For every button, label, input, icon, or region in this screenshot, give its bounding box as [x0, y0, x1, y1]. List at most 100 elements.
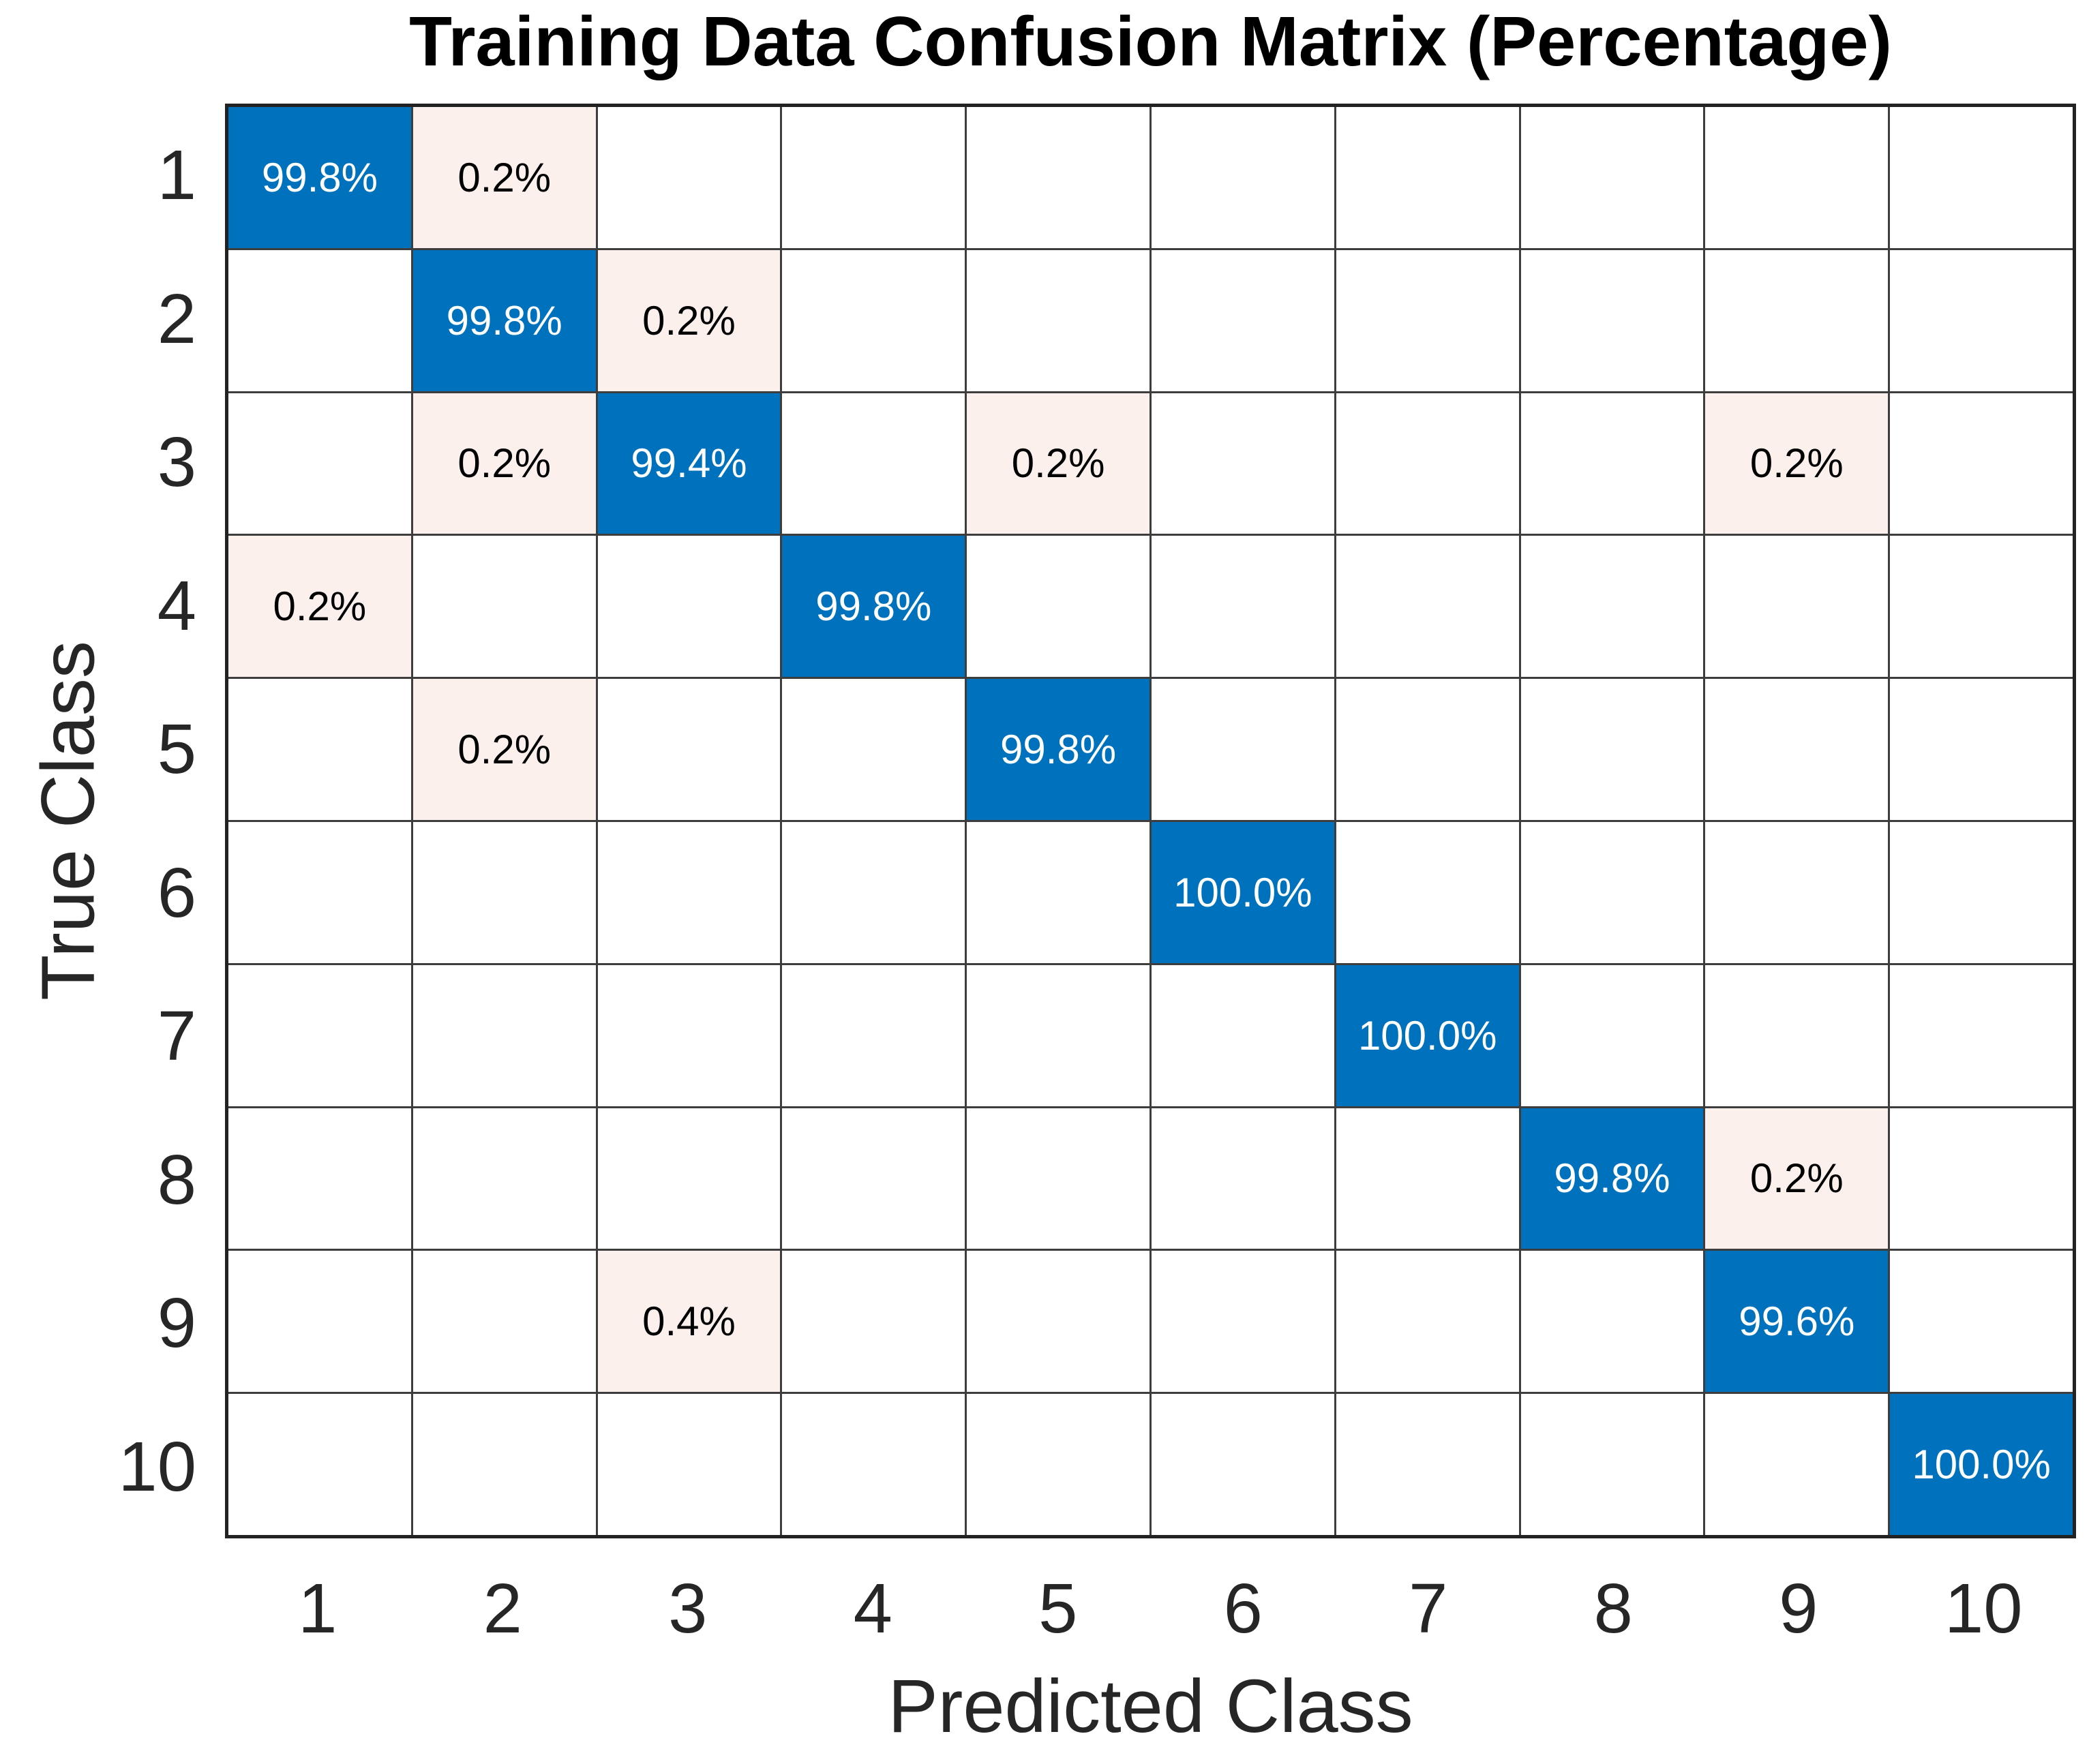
matrix-cell-r1-c10	[1890, 107, 2073, 248]
matrix-cell-r1-c1: 99.8%	[228, 107, 411, 248]
matrix-cell-r6-c2	[412, 822, 596, 963]
matrix-cell-r3-c10	[1890, 393, 2073, 534]
x-tick-label-9: 9	[1779, 1569, 1818, 1647]
matrix-cell-r1-c7	[1336, 107, 1519, 248]
matrix-cell-r3-c8	[1520, 393, 1704, 534]
y-tick-label-1: 1	[157, 136, 196, 215]
matrix-cell-r4-c5	[967, 536, 1149, 678]
matrix-cell-r9-c5	[967, 1251, 1149, 1393]
y-tick-label-4: 4	[157, 566, 196, 645]
matrix-cell-r9-c4	[782, 1251, 965, 1393]
matrix-cell-r5-c6	[1151, 679, 1334, 820]
y-tick-label-6: 6	[157, 853, 196, 932]
matrix-cell-r4-c1: 0.2%	[228, 536, 411, 678]
matrix-cell-r8-c7	[1336, 1108, 1519, 1249]
matrix-cell-r10-c3	[597, 1394, 781, 1535]
matrix-cell-r1-c8	[1520, 107, 1704, 248]
matrix-cell-r7-c3	[597, 964, 781, 1106]
matrix-cell-r2-c7	[1336, 249, 1519, 391]
matrix-cell-r4-c4: 99.8%	[782, 536, 965, 678]
cell-value-label: 0.2%	[457, 154, 552, 200]
cell-value-label: 99.8%	[446, 297, 562, 344]
matrix-cell-r9-c3: 0.4%	[597, 1251, 781, 1393]
x-tick-label-4: 4	[853, 1569, 892, 1647]
matrix-cell-r3-c1	[228, 393, 411, 534]
matrix-cell-r6-c9	[1705, 822, 1889, 963]
matrix-cell-r6-c6: 100.0%	[1151, 822, 1334, 963]
cell-value-label: 99.8%	[261, 154, 378, 200]
matrix-cell-r4-c9	[1705, 536, 1889, 678]
matrix-cell-r7-c1	[228, 964, 411, 1106]
y-tick-label-8: 8	[157, 1140, 196, 1219]
matrix-cell-r9-c6	[1151, 1251, 1334, 1393]
matrix-cell-r9-c2	[412, 1251, 596, 1393]
matrix-cell-r6-c5	[967, 822, 1149, 963]
matrix-cell-r7-c9	[1705, 964, 1889, 1106]
y-tick-label-5: 5	[157, 710, 196, 789]
matrix-cell-r1-c3	[597, 107, 781, 248]
matrix-cell-r7-c10	[1890, 964, 2073, 1106]
matrix-cell-r9-c9: 99.6%	[1705, 1251, 1889, 1393]
x-tick-label-3: 3	[668, 1569, 708, 1647]
matrix-cell-r8-c5	[967, 1108, 1149, 1249]
matrix-cell-r9-c1	[228, 1251, 411, 1393]
matrix-cell-r2-c6	[1151, 249, 1334, 391]
matrix-cell-r9-c8	[1520, 1251, 1704, 1393]
cell-value-label: 99.6%	[1739, 1298, 1855, 1345]
matrix-cell-r3-c9: 0.2%	[1705, 393, 1889, 534]
matrix-cell-r8-c1	[228, 1108, 411, 1249]
x-tick-label-8: 8	[1593, 1569, 1633, 1647]
cell-value-label: 0.2%	[457, 727, 552, 773]
cell-value-label: 100.0%	[1357, 1012, 1497, 1059]
y-tick-label-2: 2	[157, 279, 196, 358]
cell-value-label: 99.4%	[631, 440, 747, 487]
cell-value-label: 100.0%	[1173, 869, 1312, 915]
matrix-cell-r7-c4	[782, 964, 965, 1106]
y-tick-label-3: 3	[157, 423, 196, 502]
matrix-cell-r10-c9	[1705, 1394, 1889, 1535]
matrix-cell-r8-c4	[782, 1108, 965, 1249]
matrix-cell-r9-c10	[1890, 1251, 2073, 1393]
matrix-cell-r7-c2	[412, 964, 596, 1106]
cell-value-label: 99.8%	[1554, 1155, 1670, 1202]
matrix-cell-r3-c6	[1151, 393, 1334, 534]
matrix-cell-r2-c9	[1705, 249, 1889, 391]
matrix-cell-r1-c4	[782, 107, 965, 248]
chart-title: Training Data Confusion Matrix (Percenta…	[409, 2, 1892, 80]
matrix-cell-r4-c7	[1336, 536, 1519, 678]
y-tick-label-7: 7	[157, 997, 196, 1076]
matrix-cell-r10-c10: 100.0%	[1890, 1394, 2073, 1535]
cell-value-label: 100.0%	[1912, 1442, 2051, 1488]
matrix-cell-r8-c6	[1151, 1108, 1334, 1249]
matrix-cell-r1-c6	[1151, 107, 1334, 248]
matrix-cell-r6-c7	[1336, 822, 1519, 963]
x-tick-label-10: 10	[1944, 1569, 2023, 1647]
matrix-cell-r6-c8	[1520, 822, 1704, 963]
matrix-cell-r1-c5	[967, 107, 1149, 248]
x-tick-label-1: 1	[298, 1569, 337, 1647]
matrix-cell-r7-c6	[1151, 964, 1334, 1106]
matrix-cell-r8-c10	[1890, 1108, 2073, 1249]
y-tick-label-10: 10	[118, 1427, 196, 1506]
matrix-cell-r1-c2: 0.2%	[412, 107, 596, 248]
matrix-cell-r8-c3	[597, 1108, 781, 1249]
matrix-cell-r6-c10	[1890, 822, 2073, 963]
matrix-cell-r9-c7	[1336, 1251, 1519, 1393]
matrix-cell-r5-c2: 0.2%	[412, 679, 596, 820]
matrix-cell-r10-c7	[1336, 1394, 1519, 1535]
matrix-cell-r2-c1	[228, 249, 411, 391]
matrix-cell-r10-c1	[228, 1394, 411, 1535]
matrix-cell-r2-c2: 99.8%	[412, 249, 596, 391]
matrix-cell-r6-c4	[782, 822, 965, 963]
matrix-cell-r10-c8	[1520, 1394, 1704, 1535]
matrix-cell-r3-c4	[782, 393, 965, 534]
matrix-cell-r5-c9	[1705, 679, 1889, 820]
matrix-cell-r1-c9	[1705, 107, 1889, 248]
matrix-cell-r4-c8	[1520, 536, 1704, 678]
matrix-cell-r5-c4	[782, 679, 965, 820]
matrix-cell-r8-c9: 0.2%	[1705, 1108, 1889, 1249]
x-tick-label-7: 7	[1409, 1569, 1448, 1647]
matrix-cell-r3-c5: 0.2%	[967, 393, 1149, 534]
x-tick-label-6: 6	[1223, 1569, 1263, 1647]
